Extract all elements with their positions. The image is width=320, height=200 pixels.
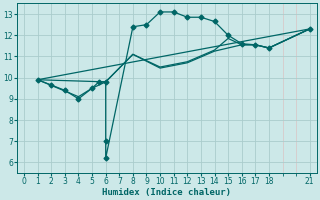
- X-axis label: Humidex (Indice chaleur): Humidex (Indice chaleur): [102, 188, 231, 197]
